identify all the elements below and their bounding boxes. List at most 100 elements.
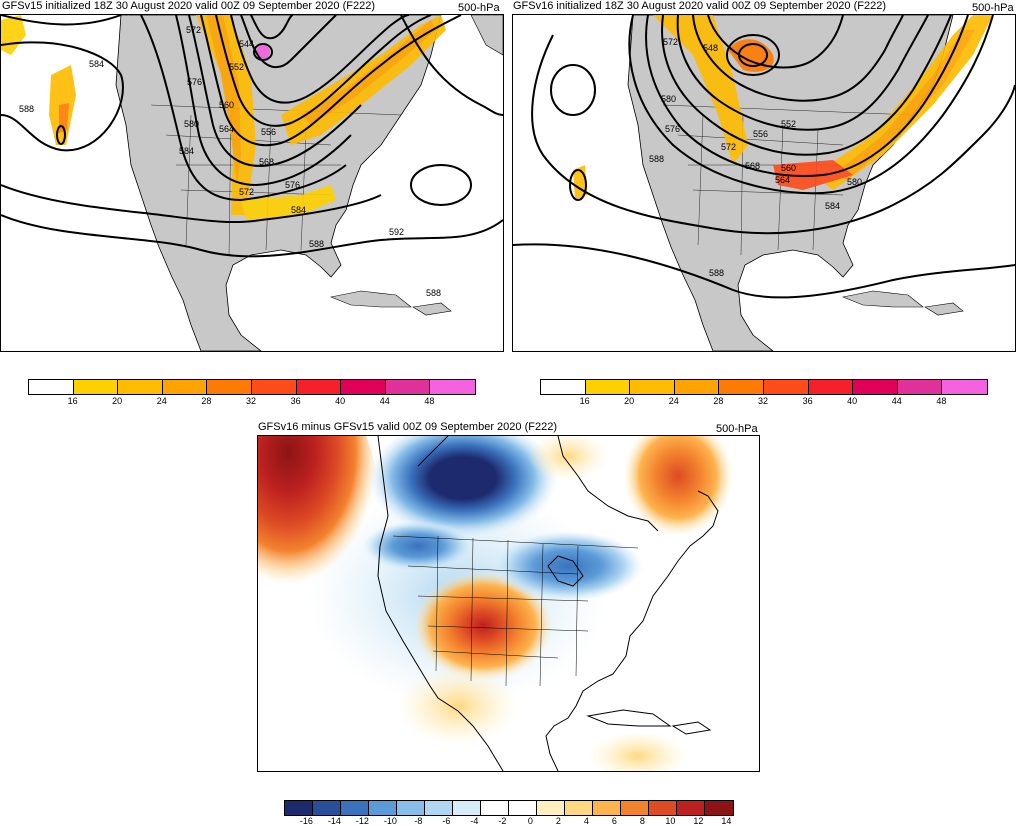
contour-label: 560 (219, 100, 234, 110)
colorbar-swatch (296, 380, 342, 394)
contour-label: 544 (239, 39, 254, 49)
contour-label: 588 (309, 239, 324, 249)
colorbar-swatch (509, 801, 537, 815)
colorbar-swatch (630, 380, 675, 394)
colorbar-tick: 6 (611, 816, 617, 826)
colorbar-tick: 40 (847, 396, 858, 406)
land-hispaniola (412, 302, 452, 316)
land-cuba (841, 290, 924, 308)
contour-label: 548 (703, 43, 718, 53)
contour-label: 572 (663, 37, 678, 47)
contour-label: 584 (89, 59, 104, 69)
contour-label: 584 (291, 205, 306, 215)
contour-label: 568 (259, 157, 274, 167)
contour-label: 588 (426, 288, 441, 298)
colorbar-swatch (425, 801, 453, 815)
contour-label: 560 (781, 163, 796, 173)
colorbar-swatch (674, 380, 720, 394)
panel-title-difference: GFSv16 minus GFSv15 valid 00Z 09 Septemb… (258, 421, 557, 433)
contour-label: 584 (825, 201, 840, 211)
colorbar-swatch (593, 801, 621, 815)
colorbar-swatch (537, 801, 565, 815)
contour-label: 572 (239, 187, 254, 197)
land-hispaniola (924, 302, 964, 316)
colorbar-swatch (481, 801, 509, 815)
colorbar-swatch (853, 380, 898, 394)
colorbar-tick: 40 (335, 396, 346, 406)
contour-label: 572 (186, 25, 201, 35)
colorbar-tick: 44 (379, 396, 390, 406)
contour-label: 588 (709, 268, 724, 278)
colorbar-swatch (285, 801, 313, 815)
contour-label: 584 (179, 146, 194, 156)
difference-colorbar (284, 800, 734, 816)
colorbar-tick: -12 (355, 816, 369, 826)
colorbar-swatch (649, 801, 677, 815)
wind-colorbar-left-ticks: 16 20 24 28 32 36 40 44 48 (28, 396, 474, 408)
colorbar-swatch (719, 380, 764, 394)
colorbar-tick: 24 (668, 396, 679, 406)
panel-title-gfsv16: GFSv16 initialized 18Z 30 August 2020 va… (513, 0, 887, 12)
contour-label: 592 (389, 227, 404, 237)
contour-label: 552 (781, 119, 796, 129)
colorbar-tick: -8 (414, 816, 423, 826)
colorbar-tick: 32 (757, 396, 769, 406)
colorbar-tick: 48 (424, 396, 435, 406)
panel-title-gfsv15: GFSv15 initialized 18Z 30 August 2020 va… (2, 0, 376, 12)
land-cuba (329, 290, 412, 308)
map-gfsv15-height-wind: 584 588 576 572 544 552 560 564 556 568 … (0, 14, 504, 352)
colorbar-tick: 16 (579, 396, 590, 406)
contour-label: 576 (285, 180, 300, 190)
contour-label: 580 (847, 177, 862, 187)
colorbar-swatch (585, 380, 631, 394)
colorbar-tick: 36 (290, 396, 301, 406)
colorbar-swatch (565, 801, 593, 815)
wind-colorbar-right (540, 379, 988, 395)
contour-label: 580 (661, 94, 676, 104)
colorbar-swatch (162, 380, 208, 394)
contour-label: 576 (665, 124, 680, 134)
colorbar-swatch (313, 801, 341, 815)
colorbar-tick: 48 (936, 396, 947, 406)
contour-label: 564 (219, 124, 234, 134)
colorbar-tick: 16 (67, 396, 78, 406)
colorbar-swatch (29, 380, 74, 394)
difference-colorbar-ticks: -16 -14 -12 -10 -8 -6 -4 -2 0 2 4 6 8 10… (284, 816, 732, 826)
colorbar-swatch (453, 801, 481, 815)
colorbar-swatch (369, 801, 397, 815)
colorbar-tick: -2 (498, 816, 507, 826)
contour-label: 588 (19, 104, 34, 114)
colorbar-tick: -16 (299, 816, 313, 826)
coastline-north-america (377, 436, 504, 771)
colorbar-tick: 28 (713, 396, 724, 406)
colorbar-swatch (430, 380, 475, 394)
map-height-difference (257, 435, 760, 772)
colorbar-swatch (207, 380, 252, 394)
colorbar-tick: 20 (624, 396, 635, 406)
colorbar-swatch (541, 380, 586, 394)
colorbar-swatch (621, 801, 649, 815)
map-gfsv16-height-wind: 572 548 580 576 556 552 572 568 560 564 … (512, 14, 1016, 352)
panel-level-gfsv15: 500-hPa (458, 2, 500, 14)
colorbar-swatch (677, 801, 705, 815)
colorbar-tick: 32 (245, 396, 257, 406)
contour-label: 556 (261, 127, 276, 137)
contour-label: 576 (187, 77, 202, 87)
colorbar-swatch (251, 380, 297, 394)
colorbar-swatch (397, 801, 425, 815)
colorbar-tick: -10 (383, 816, 397, 826)
colorbar-tick: 2 (555, 816, 561, 826)
colorbar-swatch (897, 380, 943, 394)
panel-level-difference: 500-hPa (716, 423, 758, 435)
colorbar-swatch (73, 380, 119, 394)
colorbar-tick: 28 (201, 396, 212, 406)
wind-colorbar-right-ticks: 16 20 24 28 32 36 40 44 48 (540, 396, 986, 408)
contour-label: 556 (753, 129, 768, 139)
colorbar-tick: -6 (442, 816, 451, 826)
colorbar-tick: 0 (527, 816, 533, 826)
colorbar-tick: 8 (639, 816, 645, 826)
colorbar-tick: -14 (327, 816, 341, 826)
colorbar-tick: 24 (156, 396, 167, 406)
colorbar-tick: 4 (583, 816, 589, 826)
colorbar-tick: 14 (721, 816, 732, 826)
